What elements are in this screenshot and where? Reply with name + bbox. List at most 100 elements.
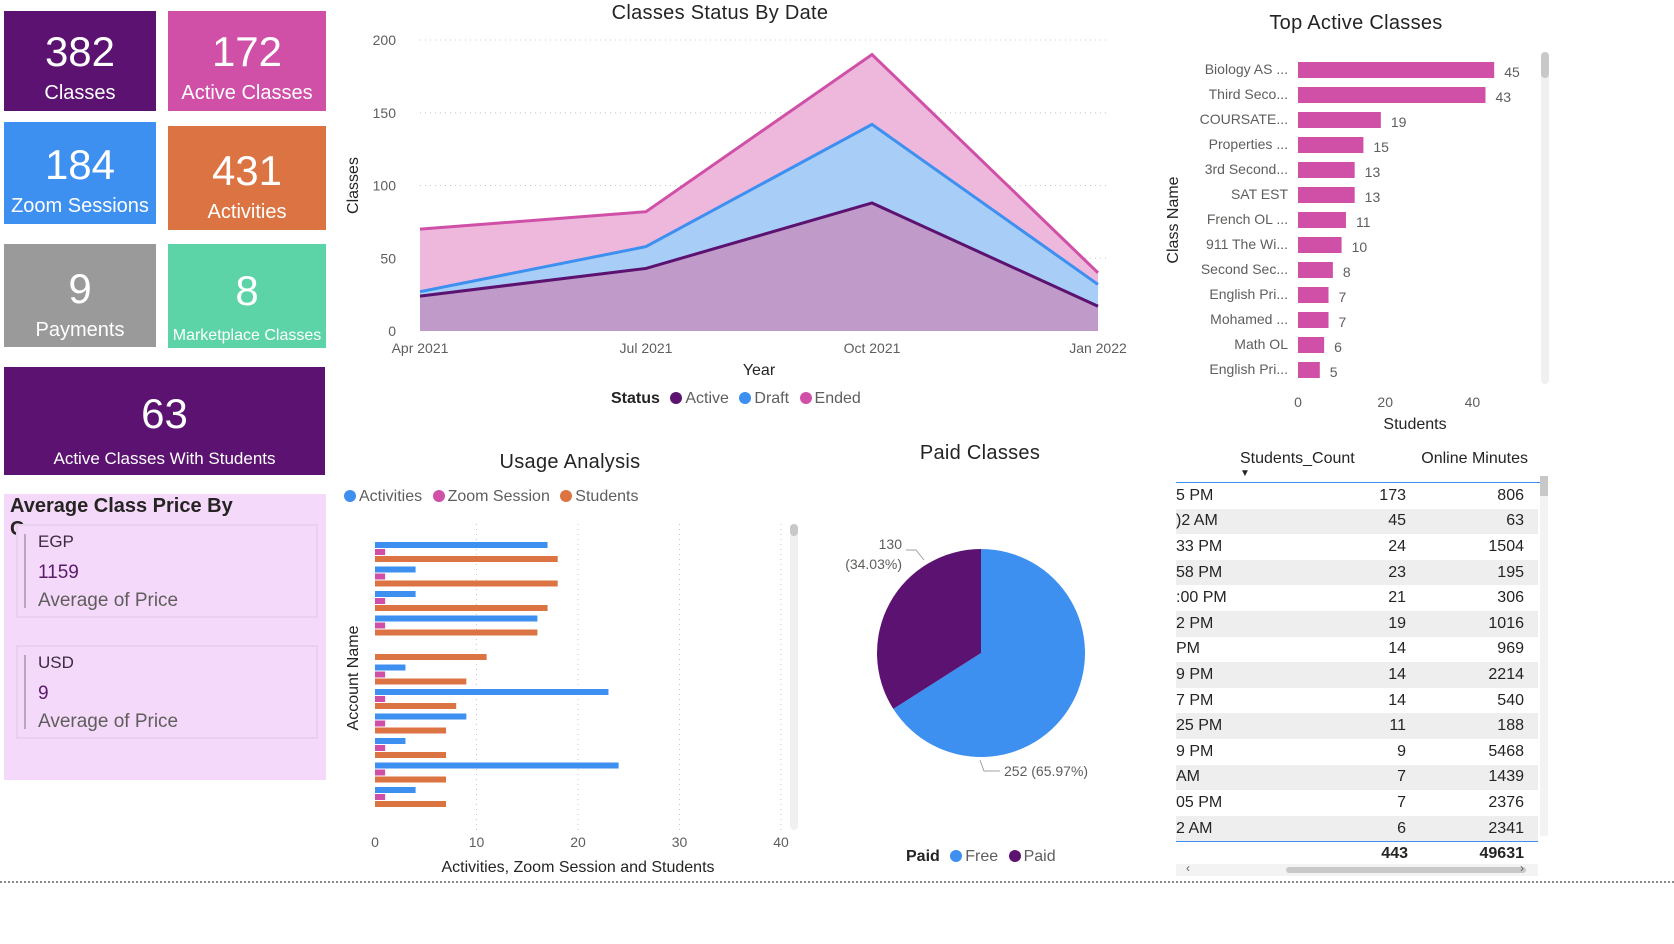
scroll-right-icon[interactable]: › — [1520, 861, 1524, 875]
kpi-marketplace-classes[interactable]: 8 Marketplace Classes — [168, 244, 326, 348]
cell-minutes: 1016 — [1488, 614, 1524, 632]
kpi-label: Payments — [35, 319, 125, 341]
kpi-activities[interactable]: 431 Activities — [168, 126, 326, 230]
scrollbar-thumb[interactable] — [1541, 52, 1549, 78]
table-row[interactable]: 2 AM 6 2341 — [1176, 815, 1538, 842]
cell-time: 25 PM — [1176, 717, 1223, 735]
data-table: Students_Count ▼ Online Minutes 5 PM 173 8… — [1176, 446, 1542, 878]
scrollbar-thumb[interactable] — [790, 524, 798, 536]
data-label: 43 — [1495, 89, 1511, 105]
y-tick-label: 50 — [380, 250, 396, 266]
pie-chart[interactable]: 252 (65.97%) 130 (34.03%) — [836, 530, 1096, 790]
bar-activities — [375, 689, 609, 695]
legend-title: Paid — [906, 848, 940, 865]
legend-activities-label[interactable]: Activities — [359, 488, 423, 505]
table-row[interactable]: 05 PM 7 2376 — [1176, 790, 1538, 816]
x-tick-label: 40 — [773, 834, 789, 850]
table-row[interactable]: )2 AM 45 63 — [1176, 508, 1538, 535]
scroll-left-icon[interactable]: ‹ — [1186, 861, 1190, 875]
top-classes-chart[interactable]: Biology AS ... 45 Third Seco... 43 COURSATE.… — [1158, 48, 1548, 438]
table-row[interactable]: :00 PM 21 306 — [1176, 585, 1538, 611]
y-axis-title: Account Name — [345, 625, 362, 730]
kpi-label: Active Classes — [181, 82, 313, 104]
currency-label: EGP — [38, 532, 74, 551]
data-label: 19 — [1391, 114, 1407, 130]
legend-free-label[interactable]: Free — [965, 848, 999, 865]
kpi-classes[interactable]: 382 Classes — [4, 11, 156, 111]
legend-active-label[interactable]: Active — [685, 390, 729, 407]
legend-paid-label[interactable]: Paid — [1023, 848, 1056, 865]
bar-zoom-session — [375, 720, 386, 727]
cell-time: 5 PM — [1176, 486, 1214, 504]
legend-students-label[interactable]: Students — [575, 488, 639, 505]
data-label: 10 — [1352, 239, 1368, 255]
kpi-label: Active Classes With Students — [53, 449, 276, 468]
kpi-active-classes-with-students[interactable]: 63 Active Classes With Students — [4, 367, 325, 475]
legend-draft-label[interactable]: Draft — [754, 390, 790, 407]
bar-students — [375, 580, 558, 587]
x-tick-label: 0 — [1294, 394, 1302, 410]
kpi-value: 431 — [211, 147, 283, 194]
kpi-zoom-sessions[interactable]: 184 Zoom Sessions — [4, 122, 156, 224]
top-classes-scrollbar[interactable] — [1541, 52, 1549, 384]
table-row[interactable]: 7 PM 14 540 — [1176, 687, 1538, 714]
y-axis-title: Class Name — [1165, 176, 1182, 263]
kpi-payments[interactable]: 9 Payments — [4, 244, 156, 347]
price-card-usd[interactable]: USD 9 Average of Price — [16, 645, 318, 739]
column-header-students-count[interactable]: Students_Count — [1240, 450, 1355, 467]
scrollbar-thumb[interactable] — [1540, 476, 1548, 496]
column-header-online-minutes[interactable]: Online Minutes — [1421, 450, 1528, 467]
cell-time: 33 PM — [1176, 537, 1223, 555]
bar-students — [375, 801, 447, 807]
total-minutes: 49631 — [1479, 845, 1525, 862]
bar-activities — [375, 713, 467, 720]
table-row[interactable]: 25 PM 11 188 — [1176, 713, 1538, 739]
legend-zoom-label[interactable]: Zoom Session — [447, 488, 550, 505]
bar-students — [375, 678, 467, 685]
x-tick-label: 20 — [570, 834, 586, 850]
table-totals: 443 49631 — [1176, 841, 1538, 866]
bar-zoom-session — [375, 696, 386, 702]
usage-chart-legend: Activities Zoom Session Students — [338, 488, 638, 506]
usage-chart[interactable]: 0 10 20 30 40 Activities, Zoom Session and St… — [336, 518, 806, 880]
cell-students: 7 — [1397, 793, 1406, 811]
table-vertical-scrollbar[interactable] — [1540, 476, 1548, 836]
price-card-egp[interactable]: EGP 1159 Average of Price — [16, 524, 318, 618]
table-row[interactable]: PM 14 969 — [1176, 636, 1538, 663]
data-label: 11 — [1356, 214, 1371, 230]
bar-students — [375, 776, 447, 783]
legend-active-marker — [670, 392, 683, 404]
legend-title: Status — [611, 390, 660, 407]
table-row[interactable]: 33 PM 24 1504 — [1176, 534, 1538, 560]
kpi-active-classes[interactable]: 172 Active Classes — [168, 11, 326, 111]
sort-desc-icon[interactable]: ▼ — [1240, 468, 1250, 479]
card-accent — [24, 534, 26, 608]
x-tick-label: 40 — [1465, 394, 1481, 410]
bar — [1298, 137, 1364, 153]
average-price-panel: Average Class Price By Currency EGP 1159… — [4, 494, 326, 780]
cell-minutes: 2214 — [1488, 665, 1524, 683]
horizontal-scrollbar[interactable]: ‹ › — [1176, 861, 1538, 876]
category-label: French OL ... — [1207, 211, 1288, 227]
area-chart[interactable]: 0 50 100 150 200 Apr 2021 Jul 2021 Oct 2021 Jan … — [336, 22, 1136, 388]
table-row[interactable]: 5 PM 173 806 — [1176, 483, 1538, 509]
cell-minutes: 63 — [1506, 512, 1524, 530]
cell-minutes: 1504 — [1488, 537, 1524, 555]
legend-ended-label[interactable]: Ended — [814, 390, 861, 407]
kpi-value: 172 — [211, 28, 283, 75]
table-row[interactable]: 9 PM 9 5468 — [1176, 738, 1538, 765]
data-label: 130 — [879, 536, 903, 552]
bar-zoom-session — [375, 671, 386, 678]
cell-students: 173 — [1379, 486, 1406, 504]
bar-activities — [375, 615, 538, 622]
table-row[interactable]: 9 PM 14 2214 — [1176, 662, 1538, 688]
table-body: 5 PM 173 806)2 AM 45 63 33 PM 24 1504 58 PM 23 195… — [1176, 483, 1538, 842]
table-row[interactable]: 58 PM 23 195 — [1176, 559, 1538, 586]
price-caption: Average of Price — [38, 711, 179, 732]
usage-scrollbar[interactable] — [790, 524, 798, 830]
table-row[interactable]: 2 PM 19 1016 — [1176, 610, 1538, 637]
table-row[interactable]: AM 7 1439 — [1176, 764, 1538, 791]
bar-zoom-session — [375, 573, 386, 580]
line-active — [419, 201, 1099, 308]
scrollbar-thumb[interactable] — [1286, 867, 1526, 873]
